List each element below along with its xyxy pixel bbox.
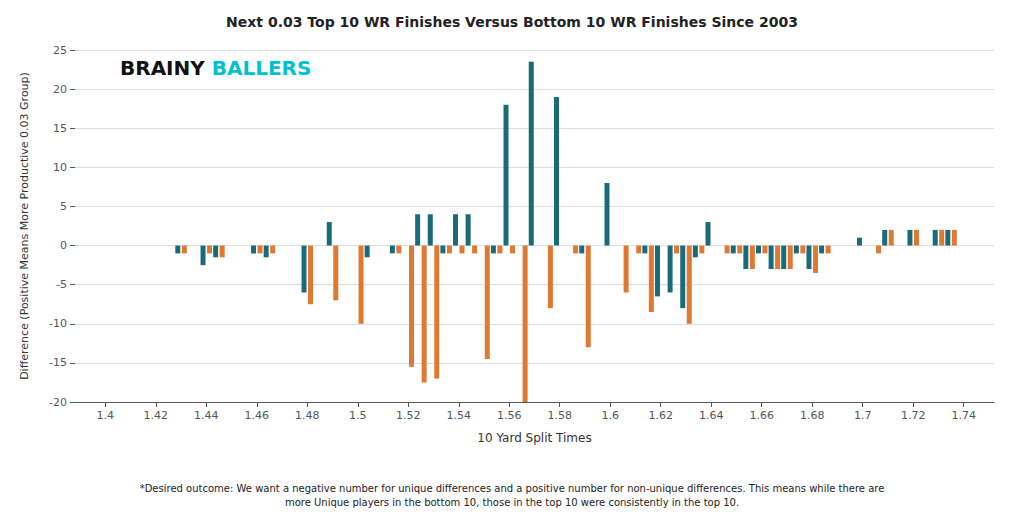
svg-text:1.56: 1.56: [497, 409, 522, 422]
svg-text:1.72: 1.72: [901, 409, 926, 422]
svg-text:more Unique players in the bot: more Unique players in the bottom 10, th…: [285, 497, 739, 508]
svg-text:1.64: 1.64: [699, 409, 724, 422]
svg-text:1.48: 1.48: [295, 409, 320, 422]
svg-text:-15: -15: [49, 356, 67, 369]
svg-text:1.62: 1.62: [648, 409, 673, 422]
svg-text:1.42: 1.42: [144, 409, 169, 422]
svg-text:1.68: 1.68: [800, 409, 825, 422]
svg-text:1.54: 1.54: [447, 409, 472, 422]
svg-text:10 Yard Split Times: 10 Yard Split Times: [477, 431, 591, 445]
svg-text:BALLERS: BALLERS: [212, 56, 312, 80]
svg-text:1.66: 1.66: [749, 409, 774, 422]
svg-text:1.52: 1.52: [396, 409, 421, 422]
svg-text:-20: -20: [49, 396, 67, 409]
svg-text:-5: -5: [56, 278, 67, 291]
svg-text:1.74: 1.74: [951, 409, 976, 422]
svg-text:1.44: 1.44: [194, 409, 219, 422]
svg-text:BRAINY: BRAINY: [120, 56, 205, 80]
svg-text:-10: -10: [49, 317, 67, 330]
svg-text:20: 20: [53, 83, 67, 96]
svg-text:5: 5: [60, 200, 67, 213]
svg-text:1.6: 1.6: [601, 409, 619, 422]
svg-text:0: 0: [60, 239, 67, 252]
svg-text:1.46: 1.46: [245, 409, 270, 422]
svg-text:1.7: 1.7: [854, 409, 872, 422]
svg-text:1.58: 1.58: [547, 409, 572, 422]
svg-text:10: 10: [53, 161, 67, 174]
svg-text:Difference (Positive Means Mor: Difference (Positive Means More Producti…: [18, 72, 31, 380]
svg-text:Next 0.03 Top 10 WR Finishes V: Next 0.03 Top 10 WR Finishes Versus Bott…: [226, 14, 798, 30]
svg-text:1.4: 1.4: [97, 409, 115, 422]
svg-text:1.5: 1.5: [349, 409, 367, 422]
svg-text:25: 25: [53, 44, 67, 57]
svg-text:15: 15: [53, 122, 67, 135]
svg-text:*Desired outcome: We want a ne: *Desired outcome: We want a negative num…: [140, 483, 885, 494]
